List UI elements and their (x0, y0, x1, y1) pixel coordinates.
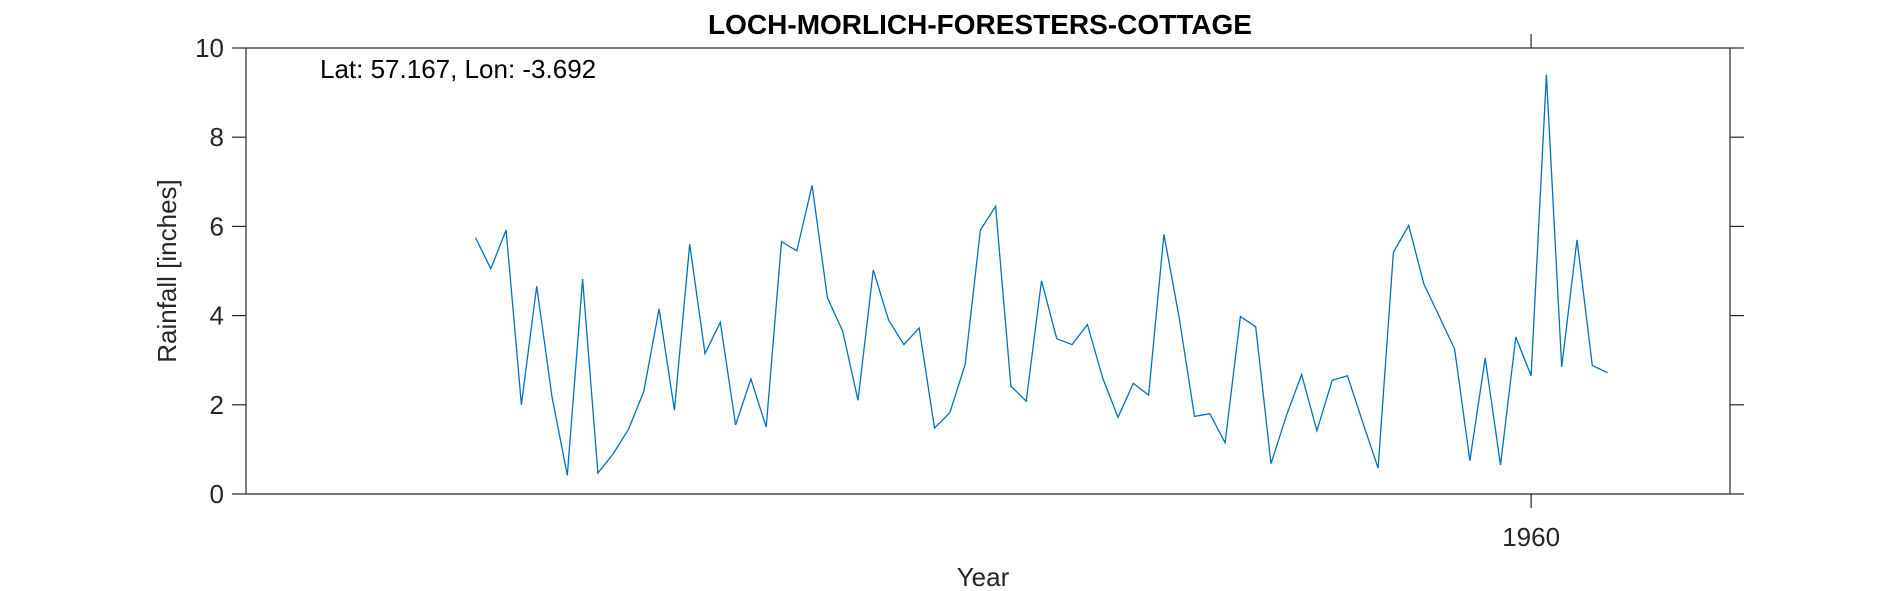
y-tick-label: 6 (210, 211, 224, 241)
station-coordinates-label: Lat: 57.167, Lon: -3.692 (320, 54, 596, 84)
y-tick-label: 0 (210, 479, 224, 509)
y-tick-label: 2 (210, 390, 224, 420)
plot-area (246, 48, 1730, 494)
axes (245, 47, 1731, 495)
y-axis-label: Rainfall [inches] (152, 179, 182, 363)
y-tick-label: 10 (195, 33, 224, 63)
x-tick-label: 1960 (1502, 522, 1560, 552)
y-tick-label: 4 (210, 301, 224, 331)
y-tick-label: 8 (210, 122, 224, 152)
ticks: 0 2 4 6 8 10 1960 (195, 33, 1744, 552)
x-axis-label: Year (957, 562, 1010, 591)
rainfall-series-line (474, 74, 1608, 476)
chart-title: LOCH-MORLICH-FORESTERS-COTTAGE (708, 9, 1252, 40)
series-layer (474, 74, 1608, 476)
